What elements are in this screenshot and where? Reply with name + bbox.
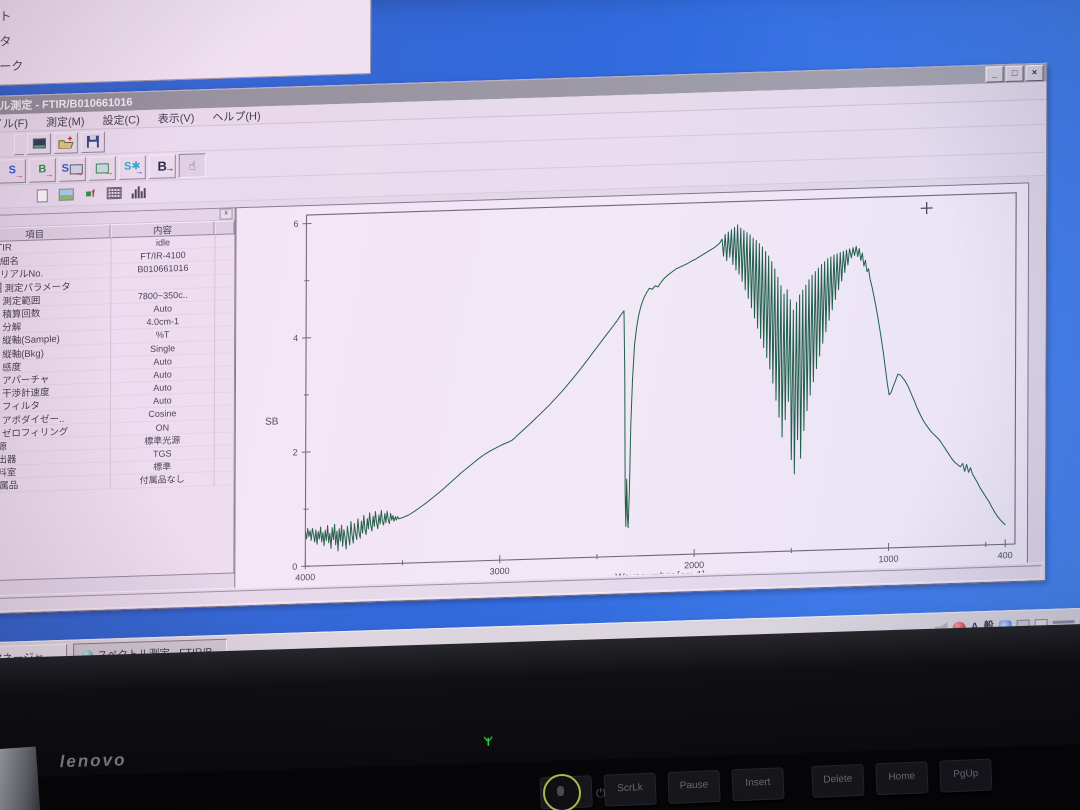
open-file-icon [58,136,74,149]
svg-text:4: 4 [293,333,298,343]
column-header-extra [214,220,235,235]
hinge-highlight [0,746,41,810]
color-key-icon: ■f [85,188,95,200]
y-axis-label: SB [265,416,279,427]
sample-monitor-button[interactable]: S → [58,156,86,182]
svg-text:0: 0 [292,562,297,572]
menu-item-1[interactable]: 測定(M) [46,115,85,129]
background-measure-button[interactable]: B → [28,157,56,183]
menu-item-2[interactable]: 設定(C) [102,113,140,127]
minimize-button[interactable]: _ [985,66,1004,83]
canvas-view-icon [36,188,48,203]
peak-bars-button[interactable] [128,183,149,203]
save-file-icon [86,135,99,148]
bt-transfer-button[interactable]: B → [148,153,176,179]
menu-item-3[interactable]: 表示(V) [157,112,195,126]
tree-row-label: 積算回数 [2,308,41,321]
laptop-bezel: lenovo [0,623,1080,779]
tree-row-label: 干渉計速度 [2,387,50,400]
tree-row-label: FTIR [0,241,12,254]
menu-item-4[interactable]: ヘルプ(H) [212,109,261,124]
key-delete: Delete [811,763,865,799]
key-scrlk: ScrLk [603,772,657,807]
tree-row-label: 縦軸(Bkg) [2,347,44,361]
svg-text:400: 400 [998,550,1013,560]
tree-row-label: 感度 [2,361,22,374]
ftir-app-window: スペクトル測定 - FTIR/B010661016 _ □ × ファイル(F) 測定(… [0,62,1048,616]
close-panel-button[interactable]: x [219,208,233,220]
peak-bars-icon [131,186,146,199]
tree-row-label: 測定範囲 [2,295,41,308]
power-button-dot [557,786,564,796]
toolbar-file [0,99,1047,160]
spectrum-monitor-button[interactable] [26,132,51,155]
save-file-button[interactable] [80,130,105,153]
key-insert: Insert [731,767,785,802]
key-home: Home [875,761,929,796]
tree-row-label: 試料室 [0,467,17,480]
tree-row-label: フィルタ [2,400,40,414]
params-icon [0,282,2,293]
tree-row-label: 付属品 [0,480,19,493]
spectrum-monitor-icon [32,138,46,149]
key-pause: Pause [667,769,721,805]
grid-view-button[interactable] [104,183,125,203]
clipped-toolbar-button[interactable] [8,186,29,206]
tree-row-label: 検出器 [0,454,17,467]
client-area: x 項目 内容 -FTIRidle詳細名FT/IR-4100シリアルNo.B01… [0,175,1047,597]
svg-text:4000: 4000 [295,572,315,583]
svg-text:6: 6 [293,219,298,229]
maximize-button[interactable]: □ [1005,65,1024,83]
grid-view-icon [106,186,122,200]
tree-row-label: アパーチャ [2,374,50,387]
svg-text:2: 2 [293,447,298,457]
svg-text:1000: 1000 [878,554,898,565]
pointer-hand-icon: ☝ [188,158,196,173]
parameter-tree-panel: x 項目 内容 -FTIRidle詳細名FT/IR-4100シリアルNo.B01… [0,207,236,583]
image-view-icon [58,188,74,201]
tree-row-label: 詳細名 [0,256,20,269]
background-window: キュメント ンピュータ ネットワーク [0,0,372,88]
image-view-button[interactable] [56,185,77,205]
spectrum-chart: 40003000200010004000246Wavenumber [cm-1]… [265,192,1017,584]
svg-text:2000: 2000 [684,560,704,571]
lenovo-logo: lenovo [59,750,127,772]
sample-measure-button[interactable]: S → [0,158,26,184]
spectrum-line [304,224,1006,552]
power-glyph-icon: ⏻ [596,786,606,800]
crosshair-cursor [920,202,933,215]
laptop-screen: キュメント ンピュータ ネットワーク スペクトル測定 - FTIR/B0106610… [0,0,1080,674]
color-key-button[interactable]: ■f [80,184,101,204]
canvas-view-button[interactable] [32,186,53,206]
tree-row-value: 付属品なし [109,472,214,489]
pointer-button[interactable]: ☝ [178,152,206,178]
close-button[interactable]: × [1025,64,1044,82]
wireless-led-icon [483,736,493,746]
sample-bkg-measure-button[interactable]: S✱ → [118,154,146,180]
open-file-button[interactable] [53,131,78,154]
sample-monitor-icon: S [61,162,70,175]
tree-row-label: 光源 [0,441,7,454]
background-monitor-button[interactable]: → [88,155,116,181]
tree-row-label: 分解 [2,322,22,334]
key-pgup: PgUp [939,758,993,793]
menu-item-0[interactable]: ファイル(F) [0,117,29,132]
clipped-toolbar-button[interactable] [13,133,24,155]
spectrum-chart-panel[interactable]: 40003000200010004000246Wavenumber [cm-1]… [234,182,1030,597]
svg-text:3000: 3000 [490,566,510,577]
